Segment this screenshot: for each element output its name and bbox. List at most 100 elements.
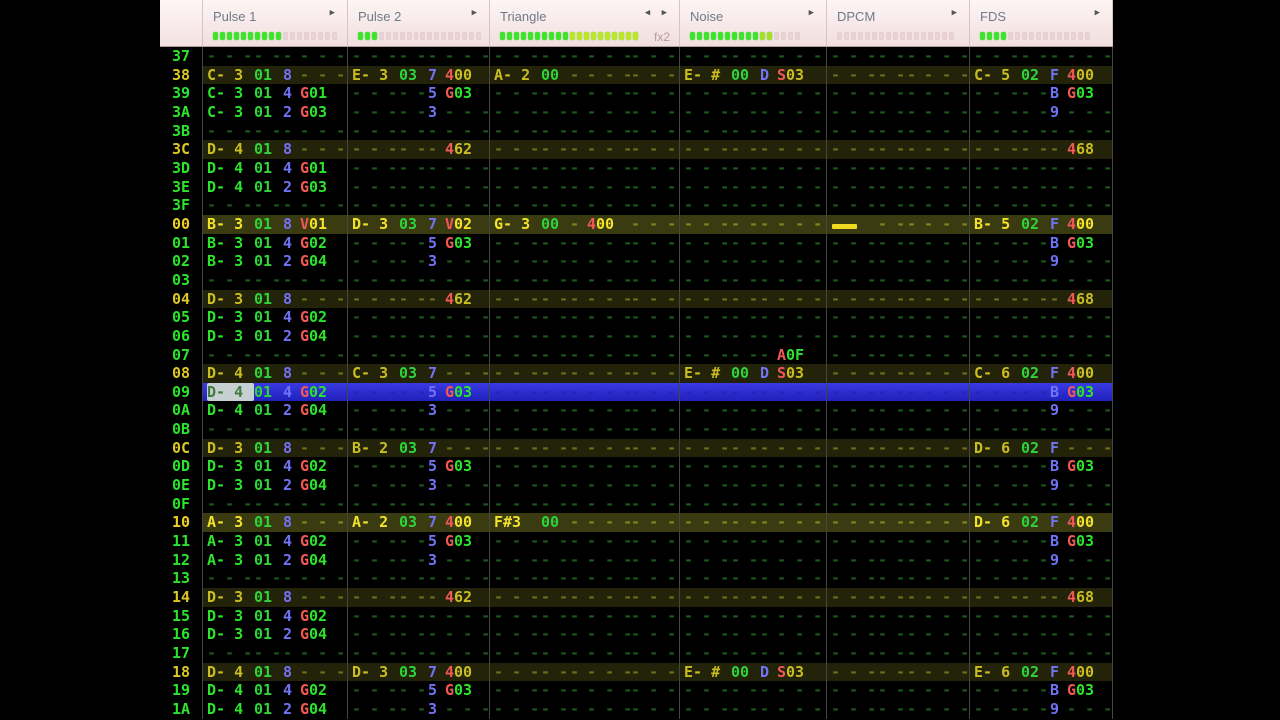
note-field[interactable]: - - - xyxy=(974,681,1020,700)
effect-field[interactable]: - - - xyxy=(777,308,822,327)
instrument-field[interactable]: 01 xyxy=(254,233,273,252)
instrument-field[interactable]: - - xyxy=(1021,326,1049,345)
volume-field[interactable]: - xyxy=(907,158,917,177)
instrument-field[interactable]: 03 xyxy=(399,662,418,681)
effect-field[interactable]: - - - xyxy=(300,196,345,215)
volume-field[interactable]: - xyxy=(907,569,917,588)
volume-field[interactable]: - xyxy=(907,625,917,644)
volume-field[interactable]: - xyxy=(570,84,580,103)
note-field[interactable]: - - - xyxy=(974,532,1020,551)
instrument-field[interactable]: - - xyxy=(541,532,569,551)
note-field[interactable]: - - - xyxy=(974,308,1020,327)
instrument-field[interactable]: - - xyxy=(399,681,427,700)
volume-field[interactable]: - xyxy=(1050,196,1060,215)
effect-field[interactable]: - - - xyxy=(445,178,490,197)
note-field[interactable]: - - - xyxy=(494,438,540,457)
note-field[interactable]: D- 4 xyxy=(207,699,244,718)
effect-field[interactable]: - - - xyxy=(587,66,632,85)
volume-field[interactable]: - xyxy=(570,158,580,177)
volume-field[interactable]: - xyxy=(428,625,438,644)
effect-field[interactable]: - - - xyxy=(924,420,969,439)
note-field[interactable]: - - - xyxy=(831,47,877,65)
effect-field[interactable]: - - - xyxy=(924,308,969,327)
effect-field[interactable]: - - - xyxy=(924,196,969,215)
effect-field[interactable]: 462 xyxy=(445,140,489,159)
volume-field[interactable]: - xyxy=(570,588,580,607)
row-number[interactable]: 06 xyxy=(160,326,203,346)
effect2-field[interactable]: - - - xyxy=(631,513,676,532)
note-field[interactable]: - - - xyxy=(831,233,877,252)
volume-field[interactable]: - xyxy=(1050,326,1060,345)
effect-field[interactable]: - - - xyxy=(777,140,822,159)
instrument-field[interactable]: 03 xyxy=(399,364,418,383)
instrument-field[interactable]: - - xyxy=(254,196,282,215)
effect-field[interactable]: - - - xyxy=(445,439,490,458)
volume-field[interactable]: - xyxy=(1050,420,1060,439)
effect-field[interactable]: - - - xyxy=(777,383,822,402)
instrument-field[interactable]: - - xyxy=(541,662,569,681)
note-field[interactable]: - - - xyxy=(684,270,730,289)
row-number[interactable]: 15 xyxy=(160,606,203,626)
effect-field[interactable]: - - - xyxy=(1067,122,1112,141)
note-field[interactable]: - - - xyxy=(831,158,877,177)
effect-field[interactable]: - - - xyxy=(445,271,490,290)
instrument-field[interactable]: - - xyxy=(399,252,427,271)
effect-field[interactable]: G03 xyxy=(1067,84,1111,103)
volume-field[interactable]: 5 xyxy=(428,532,438,551)
note-field[interactable]: D- 4 xyxy=(207,158,244,177)
note-field[interactable]: - - - xyxy=(494,494,540,513)
instrument-field[interactable]: 01 xyxy=(254,625,273,644)
effect2-field[interactable]: - - - xyxy=(631,215,676,234)
instrument-field[interactable]: - - xyxy=(731,550,759,569)
instrument-field[interactable]: - - xyxy=(541,84,569,103)
effect-field[interactable]: - - - xyxy=(1067,271,1112,290)
effect-field[interactable]: - - - xyxy=(777,700,822,719)
effect-field[interactable]: - - - xyxy=(587,401,632,420)
row-number[interactable]: 0E xyxy=(160,476,203,495)
note-field[interactable]: F#3 xyxy=(494,513,522,532)
note-field[interactable]: - - - xyxy=(494,102,540,121)
note-field[interactable]: - - - xyxy=(974,140,1020,159)
channel-header-pulse-1[interactable]: Pulse 1 ▶ xyxy=(203,0,348,46)
effect2-field[interactable]: - - - xyxy=(631,476,676,495)
effect2-field[interactable]: - - - xyxy=(631,271,676,290)
effect-field[interactable]: - - - xyxy=(587,513,632,532)
volume-field[interactable]: - xyxy=(428,420,438,439)
effect2-field[interactable]: - - - xyxy=(631,644,676,663)
instrument-field[interactable]: 02 xyxy=(1021,65,1040,84)
instrument-field[interactable]: - - xyxy=(731,289,759,308)
note-field[interactable]: D- 4 xyxy=(207,401,244,420)
effect-field[interactable]: - - - xyxy=(587,140,632,159)
effect-field[interactable]: - - - xyxy=(587,178,632,197)
note-field[interactable]: - - - xyxy=(684,102,730,121)
note-field[interactable]: - - - xyxy=(494,84,540,103)
effect-field[interactable]: - - - xyxy=(587,607,632,626)
note-field[interactable]: E- 3 xyxy=(352,65,389,84)
note-field[interactable]: A- 2 xyxy=(352,513,389,532)
instrument-field[interactable]: - - xyxy=(254,345,282,364)
instrument-field[interactable]: - - xyxy=(878,606,906,625)
volume-field[interactable]: - xyxy=(1050,569,1060,588)
effect-field[interactable]: - - - xyxy=(587,252,632,271)
volume-field[interactable]: - xyxy=(570,345,580,364)
effect-field[interactable]: G03 xyxy=(445,681,489,700)
instrument-field[interactable]: - - xyxy=(399,532,427,551)
instrument-field[interactable]: - - xyxy=(878,121,906,140)
instrument-field[interactable]: - - xyxy=(878,270,906,289)
note-field[interactable]: - - - xyxy=(974,233,1020,252)
effect2-field[interactable]: - - - xyxy=(631,103,676,122)
effect-field[interactable]: - - - xyxy=(924,457,969,476)
note-field[interactable]: - - - xyxy=(831,270,877,289)
effect-field[interactable]: - - - xyxy=(300,122,345,141)
effect-field[interactable]: - - - xyxy=(924,439,969,458)
note-field[interactable]: - - - xyxy=(352,420,398,439)
volume-field[interactable]: - xyxy=(1050,345,1060,364)
instrument-field[interactable]: 01 xyxy=(254,214,273,233)
note-field[interactable]: - - - xyxy=(684,420,730,439)
channel-collapse-expand-icons[interactable]: ◀ ▶ xyxy=(644,8,670,18)
effect-field[interactable]: - - - xyxy=(777,625,822,644)
volume-field[interactable]: - xyxy=(907,662,917,681)
note-field[interactable]: - - - xyxy=(974,382,1020,401)
instrument-field[interactable]: 01 xyxy=(254,102,273,121)
volume-field[interactable]: 7 xyxy=(428,438,438,457)
